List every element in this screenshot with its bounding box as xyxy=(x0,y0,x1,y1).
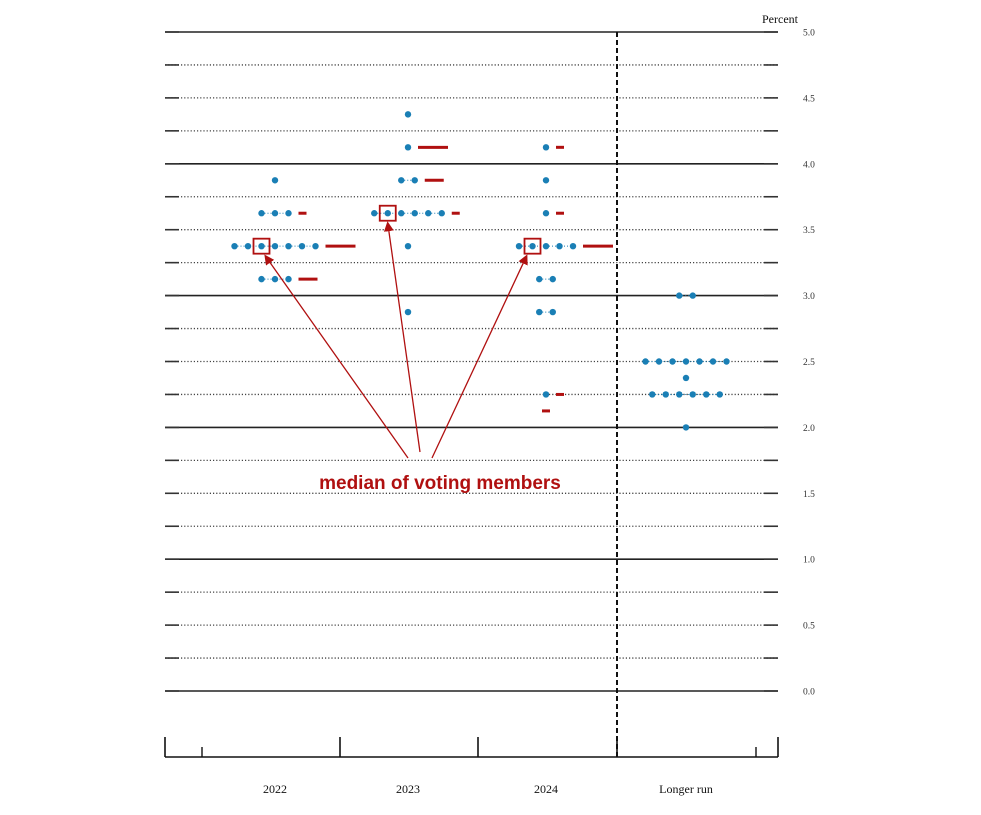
participant-dot xyxy=(569,242,577,250)
participant-dot xyxy=(709,358,717,365)
participant-dot xyxy=(682,358,690,365)
y-axis-unit-label: Percent xyxy=(762,12,799,26)
x-category-label: 2024 xyxy=(534,782,558,796)
participant-dot xyxy=(271,275,279,283)
participant-dot xyxy=(549,275,556,283)
participant-dot xyxy=(542,177,550,184)
median-box xyxy=(378,204,397,222)
participant-dot xyxy=(411,177,418,184)
participant-dots xyxy=(231,111,730,431)
x-category-label: 2023 xyxy=(396,782,420,796)
y-tick-label: 5.0 xyxy=(803,29,815,39)
participant-dot xyxy=(438,210,445,217)
participant-dot xyxy=(404,111,412,118)
annotation-arrows xyxy=(264,221,528,459)
participant-dot xyxy=(682,374,690,382)
participant-dot xyxy=(285,210,292,217)
participant-dot xyxy=(689,292,696,299)
voting-member-marks xyxy=(298,145,613,413)
participant-dot xyxy=(411,210,418,217)
participant-dot xyxy=(549,308,556,316)
y-tick-label: 0.0 xyxy=(803,688,815,698)
participant-dot xyxy=(298,242,306,250)
grid-lines xyxy=(165,31,778,692)
x-category-label: 2022 xyxy=(263,782,287,796)
participant-dot xyxy=(271,210,279,217)
participant-dot xyxy=(404,242,412,250)
y-tick-label: 3.5 xyxy=(803,226,815,236)
y-tick-label: 2.5 xyxy=(803,358,815,368)
participant-dot xyxy=(682,424,690,431)
participant-dot xyxy=(529,242,536,250)
participant-dot xyxy=(271,177,279,184)
annotation-arrow xyxy=(383,221,421,453)
participant-dot xyxy=(542,391,550,398)
participant-dot xyxy=(271,242,279,250)
y-tick-label: 4.5 xyxy=(803,94,815,104)
y-tick-label: 2.0 xyxy=(803,424,815,434)
participant-dot xyxy=(312,242,319,250)
median-boxes xyxy=(252,204,542,255)
annotation-arrow xyxy=(431,254,528,459)
participant-dot xyxy=(384,210,391,217)
participant-dot xyxy=(285,275,292,283)
participant-dot xyxy=(404,308,412,316)
participant-dot xyxy=(716,391,723,398)
participant-dot xyxy=(689,391,696,398)
participant-dot xyxy=(662,391,669,398)
x-axis: 2022 2023 2024 Longer run xyxy=(164,737,779,796)
participant-dot xyxy=(542,210,550,217)
participant-dot xyxy=(244,242,252,250)
y-tick-label: 1.0 xyxy=(803,556,815,566)
median-box xyxy=(523,237,542,255)
median-box xyxy=(252,237,271,255)
participant-dot xyxy=(542,144,550,151)
participant-dot xyxy=(556,242,563,250)
annotation-label: median of voting members xyxy=(319,473,561,494)
x-category-label: Longer run xyxy=(659,782,713,796)
y-tick-label: 3.0 xyxy=(803,292,815,302)
y-tick-label: 1.5 xyxy=(803,490,815,500)
annotation-arrow xyxy=(264,254,409,459)
y-tick-label: 0.5 xyxy=(803,622,815,632)
participant-dot xyxy=(723,358,730,365)
participant-dot xyxy=(404,144,412,151)
y-axis-ticks: 0.0 0.5 1.0 1.5 2.0 2.5 3.0 3.5 4.0 4.5 5.0 xyxy=(803,29,815,698)
y-tick-label: 4.0 xyxy=(803,160,815,170)
participant-dot xyxy=(655,358,663,365)
